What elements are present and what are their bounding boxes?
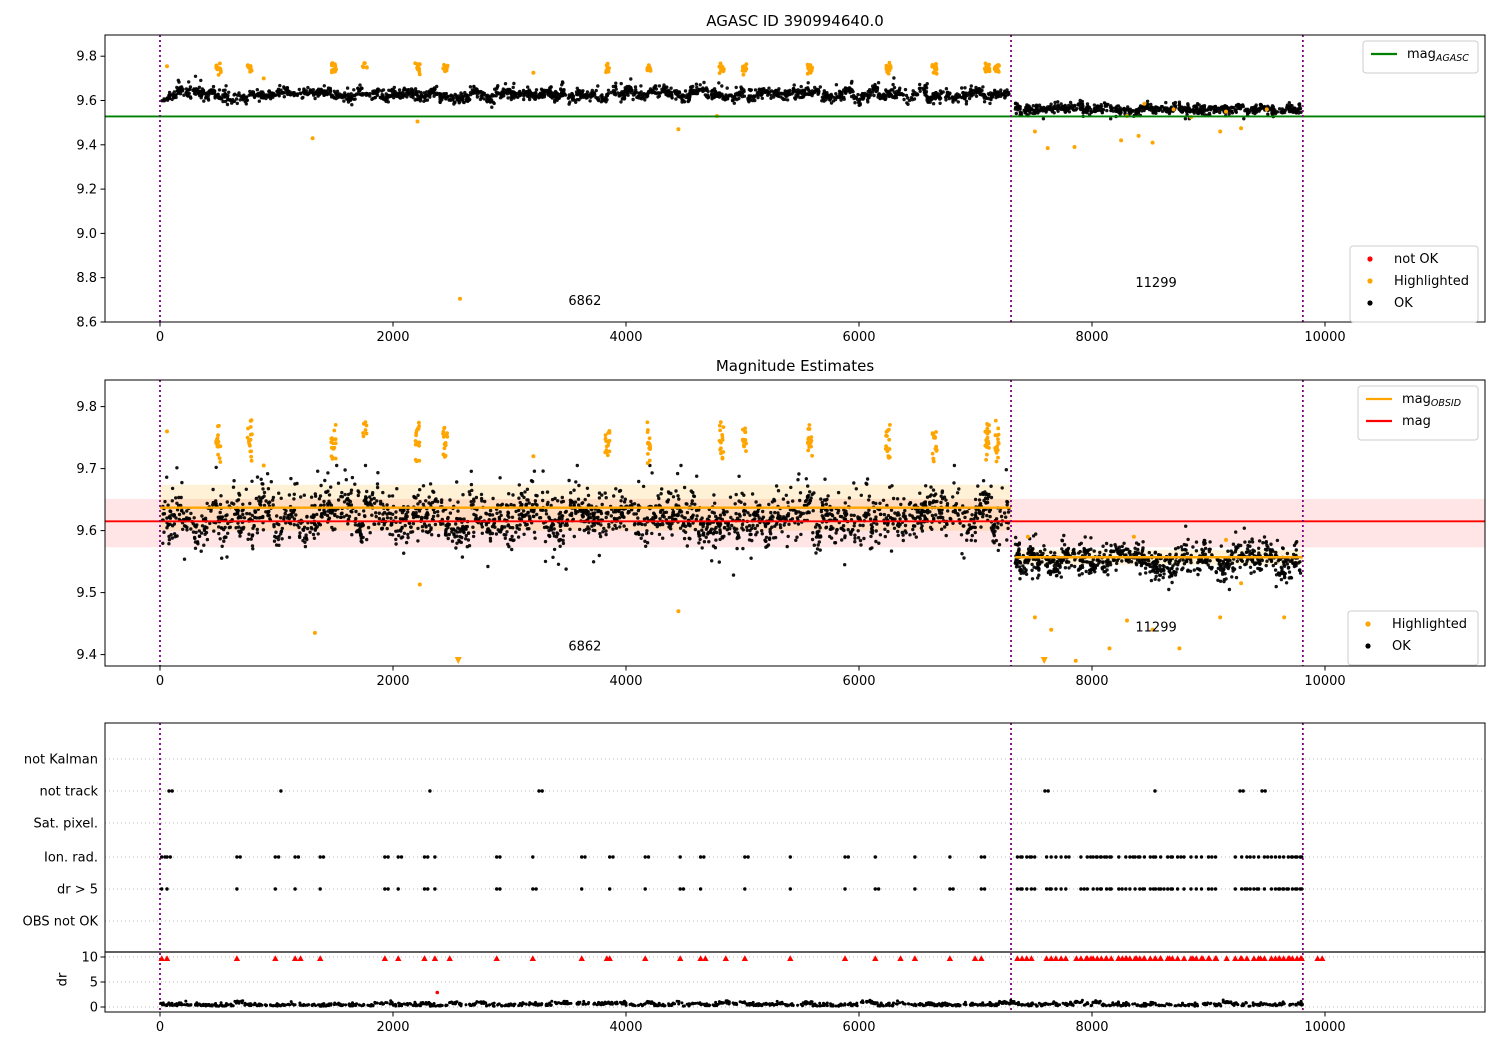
svg-text:magAGASC: magAGASC xyxy=(1407,47,1469,64)
svg-text:9.8: 9.8 xyxy=(76,50,97,65)
svg-text:8.8: 8.8 xyxy=(76,271,97,286)
svg-text:2000: 2000 xyxy=(376,330,409,345)
svg-text:6000: 6000 xyxy=(842,330,875,345)
svg-text:not OK: not OK xyxy=(1394,252,1439,267)
svg-text:8000: 8000 xyxy=(1075,330,1108,345)
svg-text:9.2: 9.2 xyxy=(76,183,97,198)
svg-text:9.6: 9.6 xyxy=(76,94,97,109)
svg-text:Highlighted: Highlighted xyxy=(1394,274,1469,289)
middle-plot-title: Magnitude Estimates xyxy=(715,357,875,375)
svg-text:9.4: 9.4 xyxy=(76,138,97,153)
svg-text:10000: 10000 xyxy=(1304,330,1345,345)
axes-2: 0 2000 4000 6000 8000 10000 xyxy=(104,722,1486,1035)
top-plot: 6862 11299 xyxy=(105,35,1485,322)
dr-axis-label: dr xyxy=(55,972,71,987)
svg-text:6862: 6862 xyxy=(568,294,601,309)
top-plot-title: AGASC ID 390994640.0 xyxy=(706,12,884,30)
svg-text:9.0: 9.0 xyxy=(76,227,97,242)
axes-0: 0 2000 4000 6000 8000 10000 8.6 8.8 9.0 9.2 9.4 9.6… xyxy=(76,34,1486,345)
flags-plot xyxy=(105,723,1485,1012)
svg-text:0: 0 xyxy=(156,330,164,345)
svg-text:11299: 11299 xyxy=(1135,276,1176,291)
svg-text:4000: 4000 xyxy=(609,330,642,345)
svg-text:8.6: 8.6 xyxy=(76,316,97,331)
legend-0-1: not OK Highlighted OK xyxy=(1349,245,1479,323)
legend-0-0: magAGASC xyxy=(1362,40,1479,74)
svg-text:OK: OK xyxy=(1394,296,1413,311)
